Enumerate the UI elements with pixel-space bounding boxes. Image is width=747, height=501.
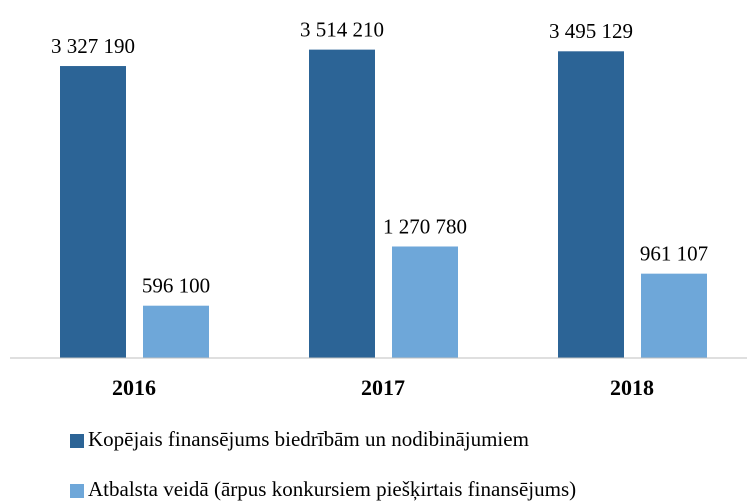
x-tick-label: 2016 [112, 375, 156, 400]
bar [309, 49, 375, 358]
data-label: 961 107 [640, 241, 708, 265]
bar [60, 66, 126, 359]
data-label: 596 100 [142, 274, 210, 298]
legend-swatch [70, 484, 84, 498]
data-label: 3 514 210 [300, 17, 384, 41]
data-label: 1 270 780 [383, 214, 467, 238]
bar [558, 51, 624, 358]
bar [641, 273, 707, 358]
data-label: 3 495 129 [549, 19, 633, 43]
x-tick-label: 2017 [361, 375, 405, 400]
bar [392, 246, 458, 358]
data-label: 3 327 190 [51, 34, 135, 58]
legend-swatch [70, 434, 84, 448]
legend-label: Atbalsta veidā (ārpus konkursiem piešķir… [88, 477, 576, 501]
bar [143, 305, 209, 358]
legend-label: Kopējais finansējums biedrībām un nodibi… [88, 427, 529, 451]
x-tick-label: 2018 [610, 375, 654, 400]
